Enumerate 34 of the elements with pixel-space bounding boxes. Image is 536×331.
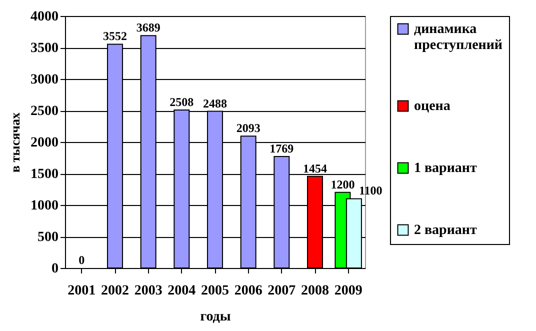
- legend-label: 2 вариант: [414, 223, 477, 238]
- y-tick-label: 0: [52, 262, 58, 276]
- data-label: 1100: [358, 184, 382, 198]
- x-tick-label: 2008: [301, 284, 329, 298]
- data-label: 3552: [103, 29, 127, 44]
- x-tick-label: 2006: [234, 284, 262, 298]
- y-tick-label: 500: [38, 230, 58, 245]
- y-tick-label: 3500: [30, 41, 58, 56]
- y-tick-label: 4000: [30, 10, 58, 24]
- data-label: 0: [78, 253, 85, 267]
- data-label: 2508: [170, 94, 194, 109]
- legend-label: 1 вариант: [414, 161, 477, 176]
- x-axis-title: годы: [200, 310, 231, 324]
- data-label: 1769: [270, 142, 294, 156]
- x-tick-label: 2003: [134, 284, 162, 298]
- x-tick-label: 2002: [101, 284, 129, 298]
- y-tick-label: 1000: [30, 198, 58, 214]
- x-tick-label: 2009: [334, 284, 362, 298]
- legend-label: динамика преступлений: [414, 22, 502, 53]
- x-tick-label: 2007: [268, 284, 296, 298]
- data-label: 2093: [236, 121, 260, 136]
- data-label: 3689: [136, 20, 160, 35]
- data-label: 2488: [203, 96, 227, 110]
- y-tick-label: 1500: [30, 167, 58, 182]
- y-axis-title: в тысячах: [8, 112, 22, 172]
- x-tick-label: 2005: [201, 284, 229, 298]
- data-label: 1200: [330, 177, 355, 192]
- legend-label: оцена: [414, 99, 450, 114]
- data-label: 1454: [303, 161, 327, 176]
- y-tick-label: 3000: [30, 72, 58, 88]
- y-tick-label: 2000: [30, 136, 58, 150]
- y-tick-label: 2500: [30, 104, 58, 119]
- x-tick-label: 2004: [168, 284, 196, 298]
- x-tick-label: 2001: [68, 284, 96, 298]
